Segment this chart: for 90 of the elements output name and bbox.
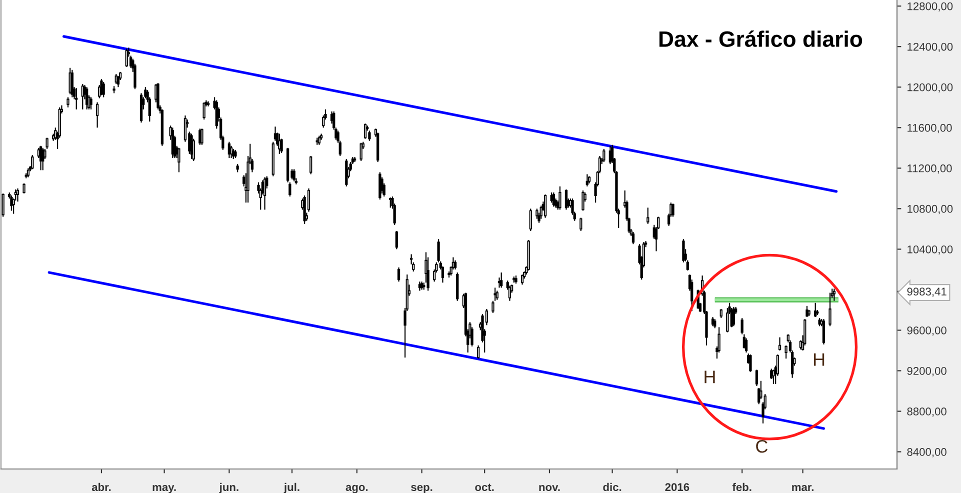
candlestick — [441, 266, 444, 284]
candlestick — [744, 338, 748, 354]
candlestick — [494, 287, 496, 302]
y-tick-label: 9600,00 — [907, 326, 946, 336]
candlestick — [100, 78, 103, 96]
candlestick — [190, 133, 193, 160]
x-tick-label: abr. — [92, 482, 111, 492]
candlestick — [310, 155, 312, 175]
x-tick-label: ago. — [346, 484, 368, 493]
candlestick — [31, 154, 34, 170]
candlestick — [16, 188, 20, 202]
candlestick — [536, 208, 538, 220]
candlestick — [498, 276, 501, 288]
candlestick — [292, 168, 296, 182]
candlestick — [832, 288, 836, 302]
candlestick — [544, 194, 547, 218]
x-tick-label: may. — [152, 484, 176, 493]
candlestick — [749, 354, 752, 372]
candlestick — [66, 96, 70, 108]
candlestick — [720, 308, 722, 319]
candlestick — [500, 272, 503, 288]
candlestick — [202, 102, 206, 120]
x-tick-label: nov. — [539, 484, 560, 492]
candlestick — [558, 186, 562, 210]
x-tick-label: sep. — [411, 484, 432, 493]
candlestick — [90, 96, 92, 110]
candlestick — [682, 238, 685, 263]
candlestick — [380, 176, 384, 194]
x-tick-label: jun. — [219, 482, 238, 493]
candlestick — [360, 142, 362, 162]
candlestick — [10, 194, 13, 212]
candlestick — [288, 182, 292, 198]
annotation: H — [814, 353, 824, 366]
x-tick-label: mar. — [792, 484, 814, 492]
candlestick — [828, 292, 832, 327]
candlestick — [760, 380, 762, 400]
candlestick — [496, 290, 498, 300]
candlestick — [476, 344, 480, 360]
candlestick — [582, 190, 584, 212]
candlestick — [586, 174, 588, 187]
x-tick-label: 2016 — [665, 483, 690, 492]
candlestick — [772, 369, 775, 384]
y-tick-label: 9983,41 — [907, 288, 946, 297]
x-tick-label: feb. — [732, 482, 752, 492]
y-tick-label: 12400,00 — [908, 42, 953, 52]
y-tick-label: 11600,00 — [908, 124, 952, 134]
y-tick-label: 12800,00 — [908, 2, 953, 12]
candlestick — [778, 336, 782, 352]
candlestick — [755, 369, 758, 386]
candlestick — [102, 81, 105, 98]
candlestick — [200, 128, 204, 146]
y-tick-label: 10800,00 — [908, 204, 953, 214]
candlestick — [784, 344, 788, 360]
candlestick — [75, 88, 78, 110]
candlestick — [389, 196, 392, 208]
candlestick — [492, 300, 494, 314]
y-tick-label: 8400,00 — [907, 448, 946, 458]
annotation: H — [704, 370, 715, 384]
x-tick-label: dic. — [603, 482, 622, 492]
candlestick — [22, 182, 26, 194]
candlestick — [46, 137, 48, 150]
x-tick-label: jul. — [284, 482, 300, 493]
candlestick — [454, 260, 457, 270]
y-tick-label: 9200,00 — [907, 367, 946, 376]
x-tick-label: oct. — [475, 484, 494, 492]
text: Dax - Gráfico diario — [659, 30, 862, 47]
candlestick — [96, 102, 99, 128]
y-tick-label: 11200,00 — [908, 164, 952, 174]
candlestick — [714, 318, 716, 329]
candlestick — [397, 266, 400, 282]
candlestick — [529, 208, 532, 232]
candlestick — [116, 75, 120, 88]
candlestick — [740, 318, 744, 335]
candlestick — [395, 230, 398, 250]
y-tick-label: 10400,00 — [908, 245, 953, 255]
candlestick — [345, 158, 348, 187]
candlestick — [806, 305, 808, 318]
candlestick — [70, 69, 74, 98]
candlestick — [726, 307, 729, 333]
candlestick — [672, 203, 674, 218]
candlestick — [520, 274, 524, 286]
annotation: C — [756, 440, 768, 453]
candlestick — [156, 82, 160, 110]
candlestick — [134, 63, 136, 90]
candlestick — [125, 48, 128, 68]
candlestick — [646, 207, 650, 224]
candlestick — [580, 217, 582, 232]
candlestick — [632, 231, 635, 245]
y-tick-label: 12000,00 — [908, 83, 953, 93]
y-tick-label: 8800,00 — [907, 408, 946, 417]
